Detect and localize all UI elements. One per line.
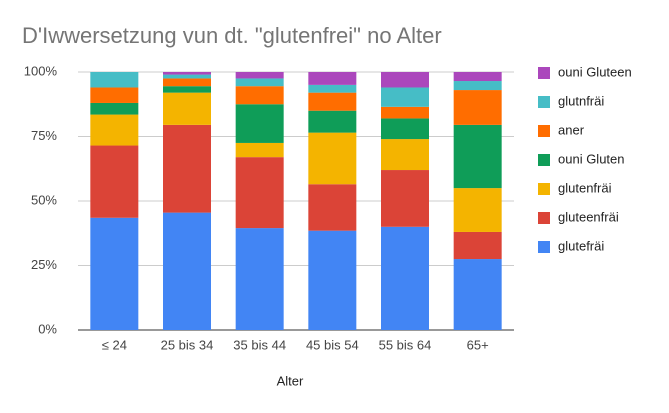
bar-segment <box>453 124 502 189</box>
bar-segment <box>308 92 357 111</box>
legend-label: ouni Gluteen <box>558 64 632 79</box>
legend-swatch <box>538 96 550 108</box>
bar-segment <box>453 81 502 91</box>
bar-segment <box>381 170 429 227</box>
legend-swatch <box>538 67 550 79</box>
bar-segment <box>381 87 429 107</box>
bar-segment <box>90 102 139 115</box>
bar-segment <box>163 92 211 125</box>
legend-label: glutnfräi <box>558 93 604 108</box>
legend-label: aner <box>558 122 585 137</box>
bar-segment <box>90 87 139 103</box>
legend-swatch <box>538 241 550 253</box>
legend-swatch <box>538 183 550 195</box>
x-tick-label: 35 bis 44 <box>233 337 286 352</box>
bar-segment <box>381 118 429 140</box>
bar-segment <box>163 72 211 75</box>
x-tick-label: 25 bis 34 <box>161 337 214 352</box>
bar-segment <box>163 78 211 87</box>
bar-segment <box>90 72 139 88</box>
bar-segment <box>308 132 357 185</box>
bar-segment <box>235 142 284 158</box>
legend-label: glutenfräi <box>558 180 612 195</box>
bar-segment <box>453 72 502 82</box>
y-tick-label: 25% <box>31 257 57 272</box>
bar-segment <box>453 231 502 260</box>
y-tick-label: 100% <box>24 63 58 78</box>
bar-segment <box>90 217 139 330</box>
x-tick-label: 45 bis 54 <box>306 337 359 352</box>
bar-segment <box>235 78 284 87</box>
bar-segment <box>235 157 284 229</box>
bar-segment <box>308 110 357 133</box>
x-axis-label: Alter <box>277 373 304 388</box>
legend-label: glutefräi <box>558 238 604 253</box>
bar-segment <box>308 230 357 330</box>
x-tick-label: 65+ <box>467 337 489 352</box>
x-tick-label: ≤ 24 <box>102 337 127 352</box>
bar-segment <box>163 124 211 213</box>
bar-segment <box>453 259 502 330</box>
bar-segment <box>381 72 429 88</box>
bar-segment <box>235 72 284 79</box>
bar-segment <box>235 86 284 105</box>
y-tick-label: 0% <box>38 321 57 336</box>
legend-swatch <box>538 212 550 224</box>
bar-segment <box>308 84 357 93</box>
legend-label: ouni Gluten <box>558 151 625 166</box>
bar-segment <box>90 145 139 218</box>
bar-segment <box>235 104 284 143</box>
legend-swatch <box>538 154 550 166</box>
x-tick-label: 55 bis 64 <box>379 337 432 352</box>
y-tick-label: 75% <box>31 128 57 143</box>
bar-segment <box>453 90 502 125</box>
y-tick-label: 50% <box>31 192 57 207</box>
bar-segment <box>381 139 429 171</box>
legend-label: gluteenfräi <box>558 209 619 224</box>
bar-segment <box>163 212 211 330</box>
bar-segment <box>453 188 502 232</box>
bar-segment <box>163 74 211 79</box>
bar-segment <box>90 114 139 146</box>
bar-segment <box>308 72 357 85</box>
legend-swatch <box>538 125 550 137</box>
bar-segment <box>381 106 429 119</box>
bar-segment <box>235 228 284 330</box>
bar-segment <box>163 86 211 93</box>
bar-segment <box>308 184 357 231</box>
bar-segment <box>381 226 429 330</box>
chart-title: D'Iwwersetzung vun dt. "glutenfrei" no A… <box>22 23 442 48</box>
